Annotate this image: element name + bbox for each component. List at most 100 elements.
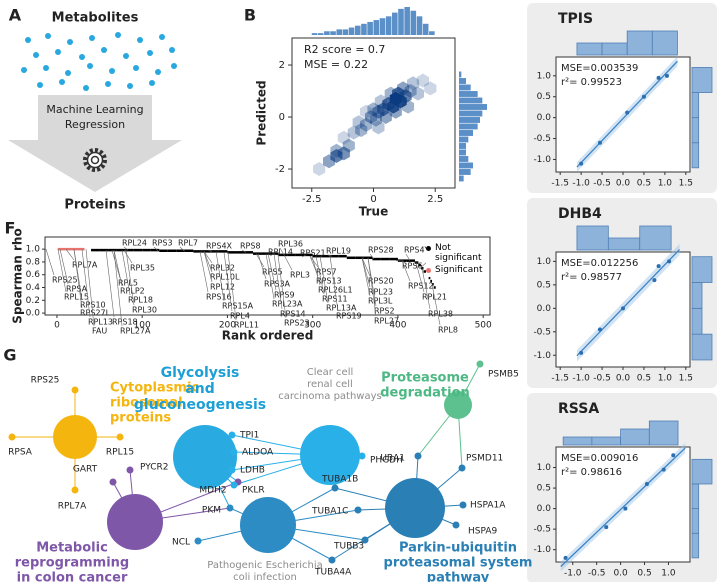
protein-label: RPL11 (234, 321, 259, 330)
metabolite-dot (67, 39, 73, 45)
leader-line (257, 253, 267, 280)
y-tick-label: 0.6 (26, 270, 41, 280)
pathway-title: coli infection (233, 572, 297, 582)
point (563, 555, 568, 560)
point (644, 481, 649, 486)
legend-entry: Not significant (426, 243, 488, 263)
protein-label: RPL36 (278, 240, 303, 249)
pathway-title: Parkin-ubiquitin (399, 541, 517, 556)
y-hist-bar (459, 78, 466, 84)
panel-label: B (244, 6, 256, 25)
metabolite-dot (149, 80, 155, 86)
leader-line (369, 253, 375, 260)
x-hist-bar (607, 237, 641, 251)
x-hist-bar (651, 30, 678, 56)
x-hist-bar (330, 31, 336, 35)
x-hist-bar (620, 428, 650, 446)
y-tick-label: 0.0 (537, 304, 552, 314)
gene-node (459, 501, 467, 509)
gene-node (331, 484, 339, 492)
leader-line (45, 249, 55, 276)
x-hist-bar (379, 18, 386, 35)
point (597, 327, 602, 332)
gene-node (109, 478, 117, 486)
y-hist-bar (459, 110, 483, 117)
x-tick-label: -0.5 (588, 569, 606, 579)
hexbin-cell (330, 143, 343, 158)
panel-label: G (3, 346, 16, 365)
y-tick-label: 0.4 (26, 283, 41, 293)
pathway-title: Cytoplasmic (110, 381, 199, 396)
gene-label: NCL (172, 538, 190, 548)
pathway-title: renal cell (307, 379, 353, 390)
hexbin-cell (407, 76, 420, 91)
leader-line (65, 248, 75, 261)
x-tick-label: -0.5 (593, 179, 611, 189)
legend-entry: Significant (426, 265, 488, 275)
x-tick-label: 0.0 (613, 569, 628, 579)
leader-line (309, 256, 319, 268)
x-axis-label: True (359, 205, 388, 219)
x-hist-bar (342, 29, 349, 35)
pathway-node (385, 478, 445, 538)
metabolite-dot (65, 70, 71, 76)
metabolite-dot (115, 32, 121, 38)
y-tick-label: -1.0 (533, 351, 551, 361)
y-hist-bar (459, 130, 473, 136)
y-hist-bar (691, 256, 713, 283)
x-axis-label: Rank ordered (222, 329, 314, 343)
metabolite-dot (87, 63, 93, 69)
gene-node (116, 433, 124, 441)
annotation: r²= 0.98577 (561, 272, 622, 283)
panel-label: F (5, 219, 16, 238)
pathway-title: gluconeogenesis (134, 397, 266, 413)
point (604, 525, 609, 530)
y-tick-label: 1.0 (537, 257, 552, 267)
regression-line (576, 249, 680, 357)
hexbin-cell (374, 94, 387, 109)
y-hist-bar (459, 84, 471, 91)
legend-swatch (426, 246, 431, 251)
pathway-title: Glycolysis (161, 365, 240, 381)
gene-label: TPI1 (239, 431, 259, 441)
x-tick-label: -0.5 (593, 374, 611, 384)
protein-label: RPS4X (206, 242, 233, 251)
x-tick-label: 300 (304, 321, 321, 331)
x-tick-label: -1.0 (564, 569, 582, 579)
gene-label: RPS25 (31, 376, 60, 386)
annotation: MSE = 0.22 (304, 58, 368, 71)
metabolite-dot (21, 67, 27, 73)
x-hist-bar (385, 16, 392, 35)
leader-line (153, 246, 159, 251)
gene-label: TUBA1B (321, 475, 358, 485)
gene-label: PKLR (242, 486, 265, 496)
y-hist-bar (459, 169, 471, 175)
y-tick-label: 0.0 (26, 309, 41, 319)
leader-line (111, 250, 121, 279)
protein-label: RPS14 (280, 310, 306, 319)
gene-label: TUBB3 (333, 542, 364, 552)
pathway-title: reprogramming (15, 556, 129, 571)
panel-label: A (9, 6, 22, 25)
leader-line (367, 257, 377, 317)
gene-node (230, 481, 238, 489)
leader-line (283, 254, 293, 271)
protein-label: RPS2 (374, 307, 395, 316)
metabolite-dot (109, 68, 115, 74)
point (579, 161, 584, 166)
protein-label: RPL18 (128, 296, 153, 305)
x-hist-bar (367, 21, 373, 35)
protein-label: RPS6 (402, 262, 423, 271)
leader-line (241, 249, 247, 253)
method-line: Machine Learning (46, 103, 143, 116)
y-tick-label: -0.5 (533, 134, 551, 144)
protein-label: RPS15A (222, 302, 254, 311)
pathway-title: Clear cell (307, 367, 354, 378)
hexbin-cell (389, 104, 402, 119)
protein-label: RPS19 (336, 312, 362, 321)
gene-label: HSPA1A (470, 501, 506, 511)
gene-node (452, 521, 460, 529)
point (671, 453, 676, 458)
leader-line (311, 256, 321, 286)
